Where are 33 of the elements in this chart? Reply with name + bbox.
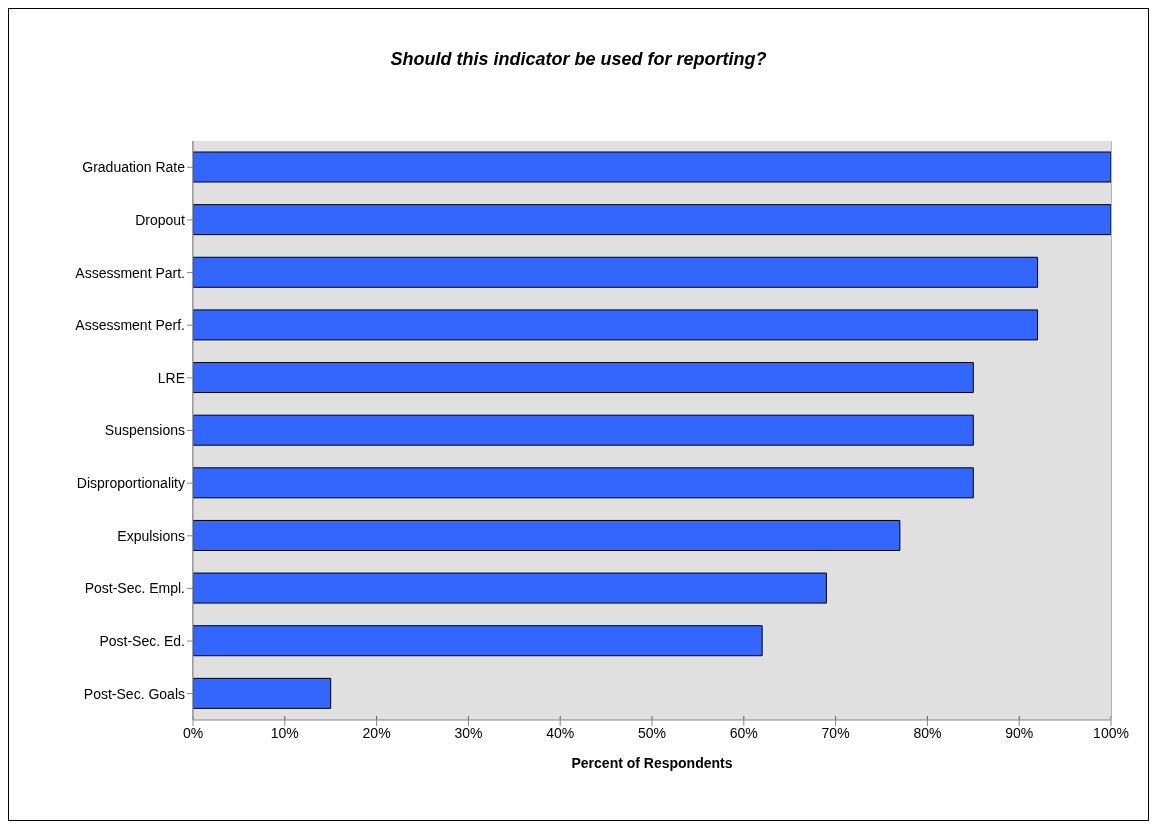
y-tick-label: Dropout: [135, 211, 186, 228]
x-tick-label: 30%: [454, 724, 483, 741]
y-tick-label: Disproportionality: [76, 475, 185, 492]
chart-title: Should this indicator be used for reporting?: [389, 49, 768, 70]
bar: [193, 414, 974, 446]
x-tick-label: 90%: [1005, 724, 1034, 741]
x-tick-label: 50%: [637, 724, 667, 741]
x-tick-label: 100%: [1093, 724, 1129, 741]
x-tick-label: 0%: [182, 724, 204, 741]
x-tick-label: 70%: [821, 724, 850, 741]
y-tick-label: Post-Sec. Goals: [83, 685, 185, 702]
bar: [193, 572, 827, 604]
bar: [193, 677, 332, 709]
bar: [193, 467, 974, 499]
bar: [193, 625, 763, 657]
y-tick-label: Post-Sec. Ed.: [99, 633, 185, 650]
bar: [193, 256, 1039, 288]
x-axis-title: Percent of Respondents: [571, 755, 733, 771]
y-tick-label: Suspensions: [104, 422, 185, 439]
x-tick-label: 20%: [362, 724, 391, 741]
y-tick-label: Post-Sec. Empl.: [84, 580, 185, 597]
y-tick-label: Assessment Perf.: [75, 317, 185, 334]
x-tick-label: 40%: [546, 724, 575, 741]
y-tick-label: LRE: [157, 369, 185, 386]
y-tick-label: Assessment Part.: [75, 264, 185, 281]
bar: [193, 362, 974, 394]
bar: [193, 309, 1039, 341]
x-tick-label: 60%: [729, 724, 758, 741]
y-tick-label: Expulsions: [117, 527, 185, 544]
x-tick-label: 10%: [270, 724, 299, 741]
y-tick-label: Graduation Rate: [82, 159, 186, 176]
x-tick-label: 80%: [913, 724, 942, 741]
bar: [193, 519, 901, 551]
